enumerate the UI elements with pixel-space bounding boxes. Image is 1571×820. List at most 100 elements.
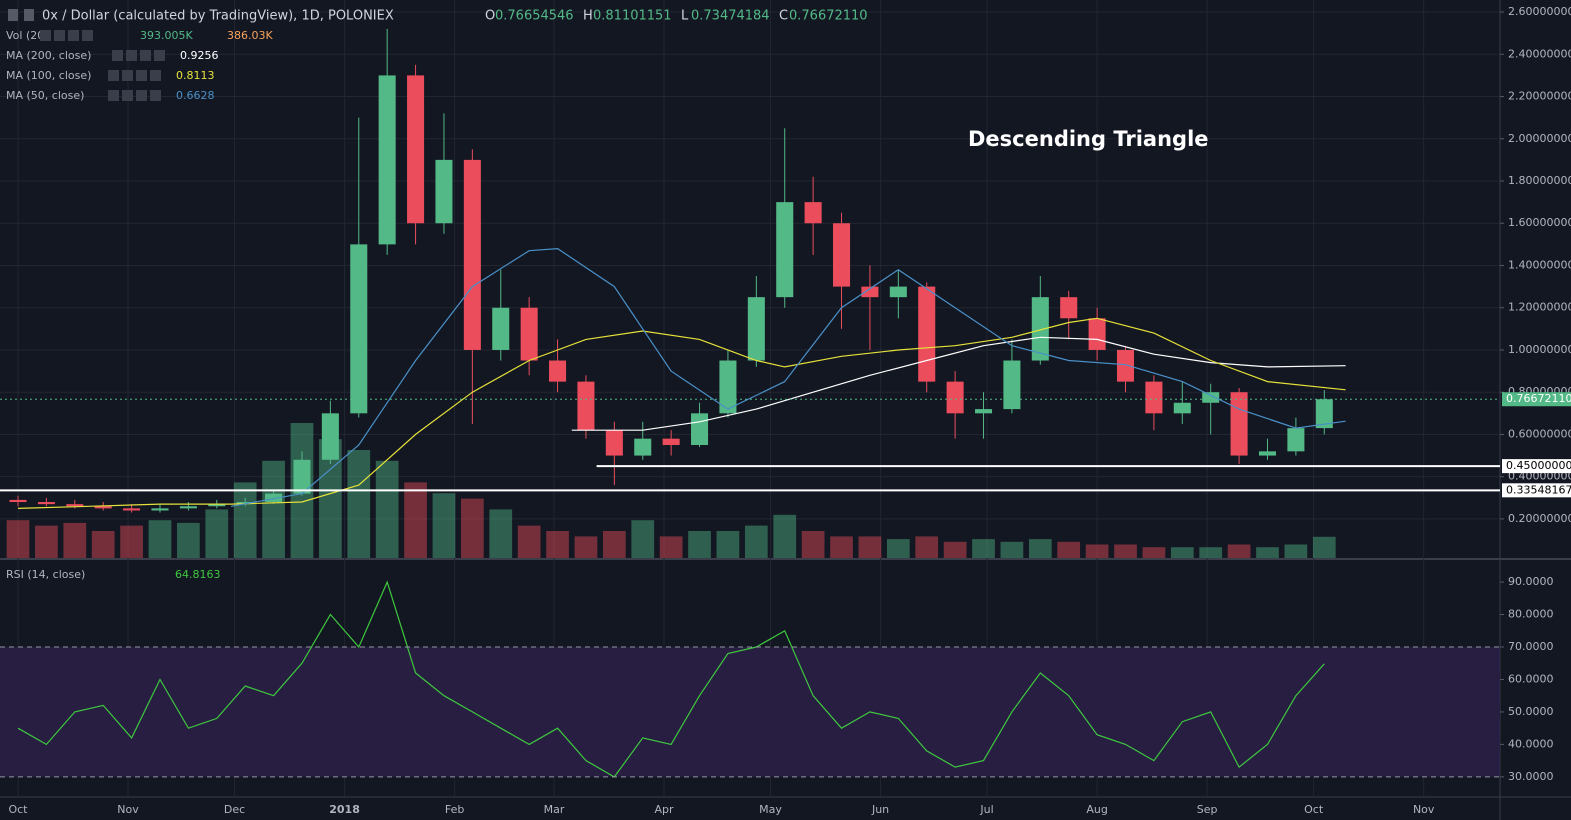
volume-bar	[574, 536, 598, 558]
y-tick-label: 2.00000000	[1508, 132, 1571, 145]
study-button[interactable]	[112, 50, 123, 61]
x-tick-label: Jul	[979, 803, 993, 816]
study-button[interactable]	[82, 30, 93, 41]
candle-body	[804, 202, 822, 224]
rsi-band	[0, 647, 1500, 777]
ohlc-key: H	[583, 9, 593, 24]
collapse-icon[interactable]	[8, 9, 18, 21]
y-tick-label: 1.00000000	[1508, 343, 1571, 356]
ohlc-value: 0.76672110	[789, 9, 868, 24]
candle-body	[1145, 381, 1163, 414]
study-button[interactable]	[136, 90, 147, 101]
candle-body	[1230, 392, 1248, 456]
volume-bar	[716, 531, 740, 558]
y-tick-label: 50.0000	[1508, 705, 1554, 718]
candle-body	[1258, 451, 1277, 456]
study-button[interactable]	[136, 70, 147, 81]
volume-bar	[148, 520, 172, 558]
study-button[interactable]	[122, 90, 133, 101]
study-button[interactable]	[54, 30, 65, 41]
volume-bar	[1170, 547, 1194, 558]
symbol-icon[interactable]	[24, 9, 34, 21]
study-value: 393.005K	[140, 29, 193, 42]
candle-body	[1088, 318, 1106, 350]
study-button[interactable]	[122, 70, 133, 81]
x-tick-label: Jun	[871, 803, 889, 816]
candle-body	[1315, 399, 1333, 429]
candle-body	[1116, 349, 1135, 382]
y-tick-label: 1.20000000	[1508, 301, 1571, 314]
study-button[interactable]	[154, 50, 165, 61]
study-button[interactable]	[150, 90, 161, 101]
study-button[interactable]	[126, 50, 137, 61]
ohlc-key: L	[681, 9, 689, 24]
x-tick-label: Oct	[8, 803, 28, 816]
candle-body	[463, 159, 481, 350]
volume-bar	[233, 482, 257, 558]
candle-body	[861, 286, 879, 298]
candle-body	[549, 360, 567, 382]
x-tick-label: Nov	[117, 803, 139, 816]
y-tick-label: 0.20000000	[1508, 512, 1571, 525]
x-tick-label: Aug	[1086, 803, 1107, 816]
x-tick-label: Dec	[224, 803, 245, 816]
candle-body	[492, 307, 510, 350]
study-value: 0.8113	[176, 69, 215, 82]
study-button[interactable]	[108, 90, 119, 101]
candle-body	[974, 409, 993, 414]
volume-bar	[1284, 544, 1308, 558]
volume-bar	[915, 536, 939, 558]
price-label-box	[1502, 459, 1571, 474]
volume-bar	[1028, 539, 1052, 558]
y-tick-label: 60.0000	[1508, 672, 1554, 685]
volume-bar	[461, 498, 484, 558]
candle-body	[208, 504, 226, 507]
volume-bar	[801, 531, 825, 558]
volume-bar	[886, 539, 910, 558]
candle-body	[662, 438, 680, 446]
volume-bar	[489, 509, 513, 558]
volume-bar	[1256, 547, 1279, 558]
ohlc-key: C	[779, 9, 788, 24]
y-tick-label: 30.0000	[1508, 770, 1554, 783]
volume-bar	[347, 450, 371, 558]
y-tick-label: 1.40000000	[1508, 258, 1571, 271]
volume-bar	[631, 520, 655, 558]
candle-body	[66, 504, 84, 507]
candle-body	[1173, 402, 1191, 414]
candle-body	[407, 75, 425, 224]
volume-bar	[91, 531, 115, 558]
candle-body	[1202, 392, 1220, 403]
volume-bar	[262, 460, 285, 558]
candle-body	[1003, 360, 1021, 410]
y-tick-label: 1.80000000	[1508, 174, 1571, 187]
ohlc-value: 0.81101151	[593, 9, 672, 24]
volume-bar	[1085, 544, 1109, 558]
candle-body	[265, 493, 283, 503]
study-name: MA (200, close)	[6, 49, 91, 62]
volume-bar	[205, 509, 229, 558]
volume-bar	[602, 531, 626, 558]
x-tick-label: Oct	[1304, 803, 1324, 816]
price-label: 0.76672110	[1506, 392, 1571, 405]
candle-body	[946, 381, 964, 414]
candle-body	[151, 508, 169, 511]
study-button[interactable]	[68, 30, 79, 41]
candle-body	[321, 413, 339, 460]
candle-body	[918, 286, 936, 382]
candle-body	[293, 459, 311, 494]
study-button[interactable]	[40, 30, 51, 41]
volume-bar	[1057, 541, 1081, 558]
volume-bar	[1142, 547, 1166, 558]
candle-body	[94, 506, 112, 509]
candle-body	[1287, 428, 1305, 452]
rsi-value: 64.8163	[175, 568, 221, 581]
x-tick-label: Mar	[544, 803, 565, 816]
study-name: MA (100, close)	[6, 69, 91, 82]
candle-body	[634, 438, 652, 456]
study-button[interactable]	[140, 50, 151, 61]
y-tick-label: 2.40000000	[1508, 47, 1571, 60]
study-button[interactable]	[150, 70, 161, 81]
study-button[interactable]	[108, 70, 119, 81]
